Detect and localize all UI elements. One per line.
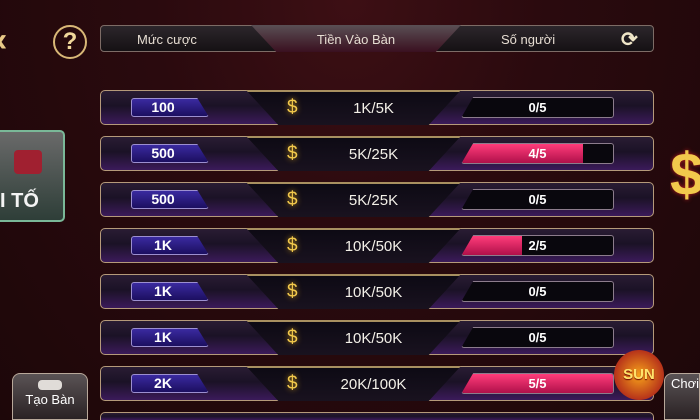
bet-pill: 500 [131,190,209,209]
bet-pill: 1K [131,236,209,255]
entry-amount: 10K/50K [344,330,403,347]
back-chevron-icon[interactable]: ‹ [0,23,20,57]
bet-pill: 100 [131,98,209,117]
dollar-icon: $ [287,97,298,118]
entry-panel [246,136,461,171]
players-count: 0/5 [528,330,547,345]
header-bet: Mức cược [137,32,197,47]
bet-pill: 1K [131,328,209,347]
refresh-icon[interactable]: ⟳ [621,29,638,51]
entry-panel [246,228,461,263]
players-fill [462,144,583,163]
players-bar: 0/5 [461,189,614,210]
dollar-icon: $ [287,235,298,256]
play-button[interactable]: Chơi [664,373,700,420]
create-table-button[interactable]: Tạo Bàn [12,373,88,420]
dollar-icon: $ [287,143,298,164]
players-fill [462,236,523,255]
table-header: Mức cược Tiền Vào Bàn Số người ⟳ [100,25,654,52]
dollar-icon: $ [287,327,298,348]
entry-amount: 20K/100K [340,376,407,393]
table-list[interactable]: 100 $ 1K/5K 3/5 100 $ 1K/5K 0/5 500 $ 5K… [100,40,654,420]
header-players: Số người [501,32,556,47]
entry-panel [246,366,461,401]
help-button[interactable]: ? [53,25,87,59]
players-count: 0/5 [528,100,547,115]
entry-amount: 1K/5K [353,100,394,117]
table-row[interactable]: 500 $ 5K/25K 0/5 [100,182,654,217]
card-chip-image [14,150,42,174]
sun-logo: SUN [614,350,664,400]
entry-panel [246,274,461,309]
players-count: 0/5 [528,284,547,299]
create-table-label: Tạo Bàn [25,392,75,407]
table-row[interactable]: 1K $ 10K/50K 2/5 [100,228,654,263]
dollar-decoration-icon: $ [670,141,700,208]
entry-panel [246,90,461,125]
entry-amount: 10K/50K [344,238,403,255]
dollar-icon: $ [287,189,298,210]
dollar-icon: $ [287,281,298,302]
header-entry: Tiền Vào Bàn [316,32,396,47]
players-fill [462,374,613,393]
players-count: 5/5 [528,376,547,391]
table-row[interactable]: 1K $ 10K/50K 0/5 [100,274,654,309]
players-bar: 0/5 [461,97,614,118]
table-row[interactable]: 100 $ 1K/5K 0/5 [100,90,654,125]
header-center-tab [251,25,461,52]
bet-pill: 2K [131,374,209,393]
play-label: Chơi [671,376,700,391]
bet-pill: 500 [131,144,209,163]
players-bar: 5/5 [461,373,614,394]
players-bar: 0/5 [461,327,614,348]
table-row[interactable]: 2K $ 20K/100K 5/5 [100,366,654,401]
game-card-label: I TỐ [0,190,39,212]
players-bar: 2/5 [461,235,614,256]
table-icon [38,380,62,390]
entry-amount: 10K/50K [344,284,403,301]
players-bar: 4/5 [461,143,614,164]
entry-amount: 5K/25K [348,192,399,209]
game-card-left[interactable]: I TỐ [0,130,65,222]
entry-amount: 5K/25K [348,146,399,163]
table-row[interactable]: 1K $ 10K/50K 0/5 [100,320,654,355]
bet-pill: 1K [131,282,209,301]
entry-panel [246,182,461,217]
players-bar: 0/5 [461,281,614,302]
players-count: 0/5 [528,192,547,207]
entry-panel [246,320,461,355]
table-row[interactable]: 500 $ 5K/25K 4/5 [100,136,654,171]
players-count: 4/5 [528,146,547,161]
players-count: 2/5 [528,238,547,253]
dollar-icon: $ [287,373,298,394]
table-row-partial[interactable] [100,412,654,420]
